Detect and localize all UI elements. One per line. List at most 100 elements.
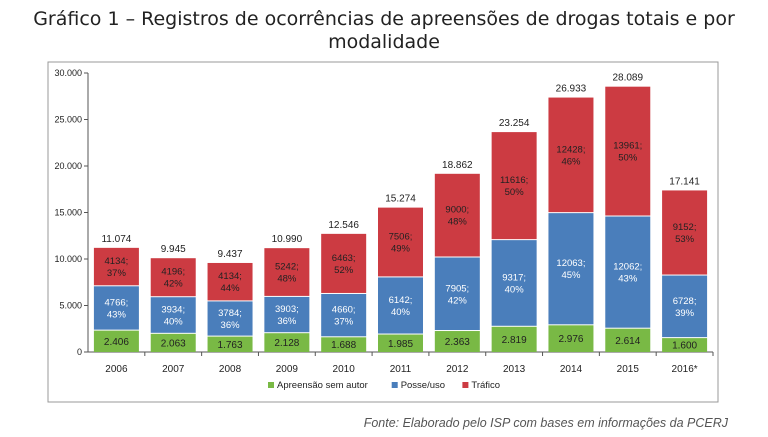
bar-segment-apreens-o-sem-autor	[264, 333, 310, 352]
total-label: 26.933	[556, 84, 587, 95]
legend-label: Posse/uso	[401, 380, 445, 391]
x-tick-label: 2013	[503, 364, 526, 375]
total-label: 9.945	[161, 244, 186, 255]
bar-segment-tr-fico	[434, 173, 480, 257]
x-tick-label: 2010	[333, 364, 356, 375]
x-tick-label: 2008	[219, 364, 242, 375]
data-label: 48%	[448, 217, 468, 228]
data-label: 2.406	[104, 337, 129, 348]
data-label: 50%	[618, 153, 638, 164]
data-label: 4134;	[218, 271, 242, 282]
bar-segment-apreens-o-sem-autor	[662, 338, 708, 352]
total-label: 9.437	[218, 249, 243, 260]
data-label: 3903;	[275, 304, 299, 315]
data-label: 6728;	[673, 296, 697, 307]
bar-segment-apreens-o-sem-autor	[605, 328, 651, 352]
bar-segment-posse-uso	[378, 277, 423, 334]
total-label: 17.141	[669, 176, 700, 187]
source-note: Fonte: Elaborado pelo ISP com bases em i…	[363, 416, 728, 430]
data-label: 4134;	[105, 256, 129, 267]
data-label: 7506;	[389, 232, 413, 243]
bar-segment-tr-fico	[321, 233, 367, 293]
data-label: 6142;	[389, 295, 413, 306]
bar-segment-tr-fico	[491, 132, 537, 240]
data-label: 3934;	[161, 305, 185, 316]
data-label: 52%	[334, 265, 354, 276]
data-label: 46%	[561, 156, 581, 167]
total-label: 23.254	[499, 118, 530, 129]
legend-swatch	[268, 382, 274, 388]
y-tick-label: 0	[77, 347, 82, 357]
y-tick-label: 5.000	[59, 301, 82, 311]
data-label: 40%	[391, 307, 411, 318]
x-tick-label: 2007	[162, 364, 185, 375]
data-label: 9152;	[673, 222, 697, 233]
bar-segment-posse-uso	[491, 240, 537, 326]
bar-segment-posse-uso	[321, 293, 367, 337]
data-label: 37%	[334, 317, 354, 328]
bar-segment-tr-fico	[548, 97, 594, 213]
data-label: 37%	[107, 268, 127, 279]
total-label: 28.089	[612, 73, 643, 84]
data-label: 12062;	[613, 262, 642, 273]
bar-segment-apreens-o-sem-autor	[150, 333, 196, 352]
legend-label: Tráfico	[471, 380, 500, 391]
data-label: 2.819	[502, 335, 527, 346]
bar-segment-tr-fico	[207, 262, 253, 301]
bar-segment-posse-uso	[150, 297, 196, 333]
bar-segment-apreens-o-sem-autor	[321, 337, 367, 352]
y-tick-label: 20.000	[54, 161, 82, 171]
data-label: 4660;	[332, 305, 356, 316]
data-label: 40%	[505, 284, 525, 295]
x-tick-label: 2011	[390, 364, 412, 375]
data-label: 2.363	[445, 337, 470, 348]
data-label: 9317;	[502, 272, 526, 283]
data-label: 42%	[164, 279, 184, 290]
data-label: 1.985	[388, 339, 413, 350]
y-tick-label: 25.000	[54, 115, 82, 125]
chart-frame	[47, 61, 719, 403]
bar-segment-apreens-o-sem-autor	[378, 334, 423, 352]
bar-segment-tr-fico	[264, 248, 310, 296]
data-label: 5242;	[275, 262, 299, 273]
data-label: 1.688	[331, 340, 356, 351]
bar-segment-posse-uso	[434, 257, 480, 331]
data-label: 43%	[107, 309, 127, 320]
y-tick-label: 15.000	[54, 208, 82, 218]
data-label: 3784;	[218, 308, 242, 319]
data-label: 9000;	[445, 205, 469, 216]
bar-segment-apreens-o-sem-autor	[548, 325, 594, 352]
bar-segment-posse-uso	[548, 213, 594, 325]
bar-segment-apreens-o-sem-autor	[491, 326, 537, 352]
y-tick-label: 30.000	[54, 68, 82, 78]
data-label: 2.614	[615, 336, 640, 347]
data-label: 7905;	[445, 283, 469, 294]
x-tick-label: 2015	[617, 364, 640, 375]
data-label: 11616;	[500, 175, 528, 186]
data-label: 13961;	[613, 141, 642, 152]
chart-title: Gráfico 1 – Registros de ocorrências de …	[33, 8, 735, 53]
bar-segment-tr-fico	[605, 86, 651, 216]
data-label: 53%	[675, 234, 695, 245]
data-label: 12063;	[556, 258, 585, 269]
total-label: 12.546	[328, 220, 359, 231]
total-label: 18.862	[442, 160, 473, 171]
data-label: 43%	[618, 274, 638, 285]
bar-segment-posse-uso	[93, 286, 139, 330]
x-tick-label: 2016*	[672, 364, 698, 375]
bar-segment-tr-fico	[93, 247, 139, 286]
data-label: 4196;	[161, 267, 185, 278]
data-label: 45%	[561, 270, 581, 281]
data-label: 42%	[448, 295, 468, 306]
total-label: 11.074	[101, 234, 131, 245]
data-label: 4766;	[105, 297, 129, 308]
bar-segment-apreens-o-sem-autor	[93, 330, 139, 352]
y-tick-label: 10.000	[54, 254, 82, 264]
data-label: 40%	[164, 317, 184, 328]
data-label: 1.763	[218, 340, 243, 351]
x-tick-label: 2014	[560, 364, 583, 375]
data-label: 12428;	[556, 144, 585, 155]
legend-label: Apreensão sem autor	[277, 380, 368, 391]
x-tick-label: 2012	[446, 364, 469, 375]
